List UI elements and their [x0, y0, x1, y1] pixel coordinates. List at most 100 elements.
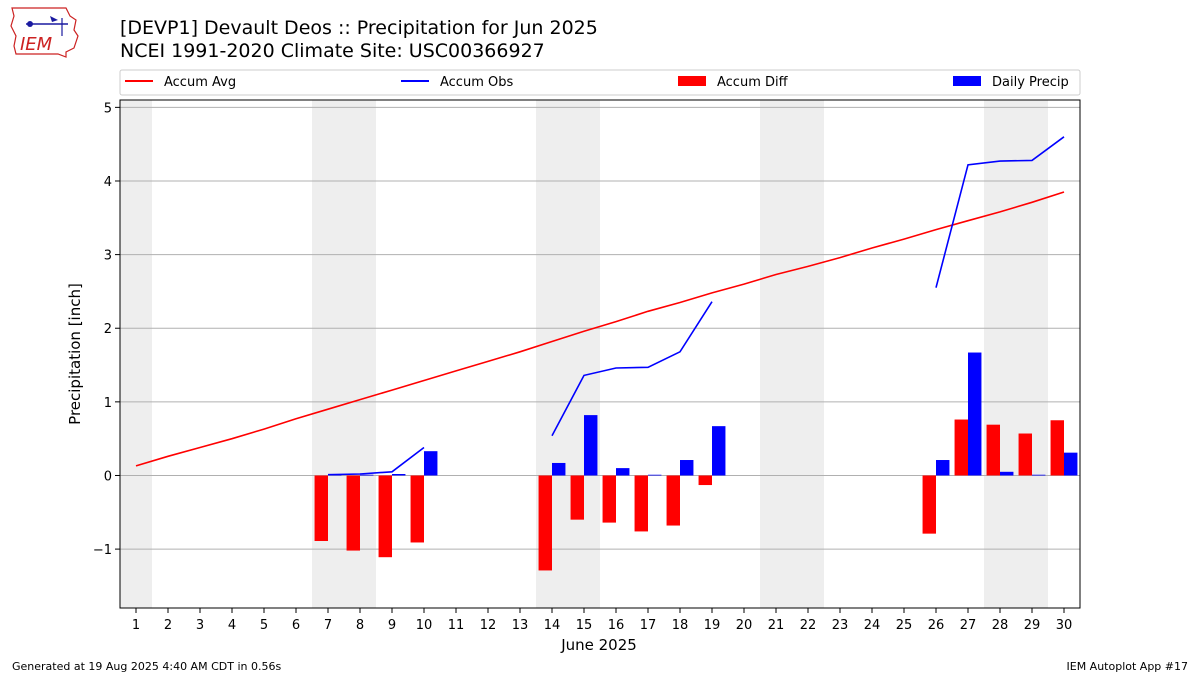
accum-diff-bar-18: [666, 475, 680, 526]
accum-diff-bar-27: [954, 419, 968, 476]
legend: Accum Avg Accum Obs Accum Diff Daily Precip: [119, 69, 1081, 96]
ytick-label-6: 5: [104, 101, 112, 116]
accum-diff-bar-29: [1018, 433, 1032, 476]
iem-iowa-state-logo-icon: IEM: [10, 7, 79, 58]
accum-diff-bar-10: [410, 475, 424, 543]
xtick-label-4: 4: [228, 618, 236, 633]
x-axis-ticks: 1 2 3 4 5 6 7 8 9 10 11 12 13 14 15 16 17 18 19 20 21 22 23 24 2…: [132, 608, 1072, 633]
xtick-label-26: 26: [928, 618, 945, 633]
xtick-label-8: 8: [356, 618, 364, 633]
logo-text: IEM: [20, 34, 53, 55]
xtick-label-13: 13: [512, 618, 529, 633]
footer-generated: Generated at 19 Aug 2025 4:40 AM CDT in …: [12, 660, 282, 673]
ytick-label-4: 3: [104, 249, 112, 264]
iem-logo: IEM: [8, 6, 82, 62]
ytick-label-5: 4: [104, 175, 112, 190]
accum-diff-bar-30: [1050, 420, 1064, 476]
accum-diff-bar-8: [346, 475, 360, 551]
accum-diff-bar-16: [602, 475, 616, 523]
xtick-label-12: 12: [480, 618, 497, 633]
accum-diff-bar-19: [698, 475, 712, 486]
daily-precip-bar-14: [552, 462, 566, 476]
accum-diff-bar-28: [986, 424, 1000, 476]
daily-precip-bar-19: [712, 426, 726, 476]
plot-frame: [119, 99, 1081, 609]
weekend-band-21: [760, 100, 792, 608]
daily-precip-bar-27: [968, 352, 982, 476]
accum-avg-line-0: [135, 191, 1065, 467]
daily-precip-bar-26: [936, 460, 950, 476]
x-axis-label: June 2025: [560, 636, 637, 654]
xtick-label-16: 16: [608, 618, 625, 633]
xtick-label-1: 1: [132, 618, 140, 633]
ytick-label-0: −1: [93, 543, 112, 558]
daily-precip-bar-28: [1000, 471, 1014, 476]
xtick-label-20: 20: [736, 618, 753, 633]
legend-swatch-2: [678, 76, 706, 86]
weekend-band-1: [120, 100, 152, 608]
xtick-label-14: 14: [544, 618, 561, 633]
xtick-label-19: 19: [704, 618, 721, 633]
accum-obs-line-0: [327, 446, 425, 476]
xtick-label-29: 29: [1024, 618, 1041, 633]
series-lines: [135, 136, 1065, 476]
ytick-label-1: 0: [104, 469, 112, 484]
xtick-label-3: 3: [196, 618, 204, 633]
ytick-label-2: 1: [104, 396, 112, 411]
weekend-band-28: [984, 100, 1016, 608]
y-axis-ticks: −1 0 1 2 3 4 5: [93, 101, 120, 558]
chart-title: [DEVP1] Devault Deos :: Precipitation fo…: [120, 17, 598, 39]
weekend-band-22: [792, 100, 824, 608]
xtick-label-5: 5: [260, 618, 268, 633]
daily-precip-bar-9: [392, 474, 406, 476]
xtick-label-24: 24: [864, 618, 881, 633]
weekend-bands: [120, 100, 1048, 608]
daily-precip-bar-8: [360, 474, 374, 476]
daily-precip-bar-30: [1064, 452, 1078, 476]
y-axis-label: Precipitation [inch]: [66, 283, 84, 425]
daily-precip-bar-29: [1032, 474, 1046, 476]
xtick-label-22: 22: [800, 618, 817, 633]
xtick-label-25: 25: [896, 618, 913, 633]
xtick-label-15: 15: [576, 618, 593, 633]
legend-label-3: Daily Precip: [992, 75, 1069, 90]
daily-precip-bar-16: [616, 468, 630, 476]
xtick-label-27: 27: [960, 618, 977, 633]
xtick-label-23: 23: [832, 618, 849, 633]
xtick-label-6: 6: [292, 618, 300, 633]
accum-diff-bar-14: [538, 475, 552, 571]
legend-label-1: Accum Obs: [440, 75, 513, 90]
accum-diff-bar-9: [378, 475, 392, 558]
xtick-label-21: 21: [768, 618, 785, 633]
footer-app: IEM Autoplot App #17: [1066, 660, 1189, 673]
accum-diff-bar-26: [922, 475, 936, 534]
daily-precip-bar-10: [424, 451, 438, 476]
xtick-label-28: 28: [992, 618, 1009, 633]
legend-label-2: Accum Diff: [717, 75, 789, 90]
accum-obs-line-1: [551, 301, 713, 437]
xtick-label-17: 17: [640, 618, 657, 633]
daily-precip-bar-17: [648, 474, 662, 476]
xtick-label-9: 9: [388, 618, 396, 633]
xtick-label-7: 7: [324, 618, 332, 633]
daily-precip-bar-18: [680, 460, 694, 476]
accum-diff-bar-7: [314, 475, 328, 542]
legend-box: [119, 69, 1081, 96]
chart-subtitle: NCEI 1991-2020 Climate Site: USC00366927: [120, 40, 545, 62]
grid-lines: [120, 106, 1080, 550]
bars: [314, 352, 1078, 571]
xtick-label-11: 11: [448, 618, 465, 633]
weekend-band-29: [1016, 100, 1048, 608]
legend-label-0: Accum Avg: [164, 75, 236, 90]
xtick-label-30: 30: [1056, 618, 1073, 633]
daily-precip-bar-15: [584, 415, 598, 476]
accum-diff-bar-15: [570, 475, 584, 520]
xtick-label-2: 2: [164, 618, 172, 633]
weekend-band-15: [568, 100, 600, 608]
accum-diff-bar-17: [634, 475, 648, 532]
xtick-label-10: 10: [416, 618, 433, 633]
legend-swatch-3: [953, 76, 981, 86]
ytick-label-3: 2: [104, 322, 112, 337]
xtick-label-18: 18: [672, 618, 689, 633]
